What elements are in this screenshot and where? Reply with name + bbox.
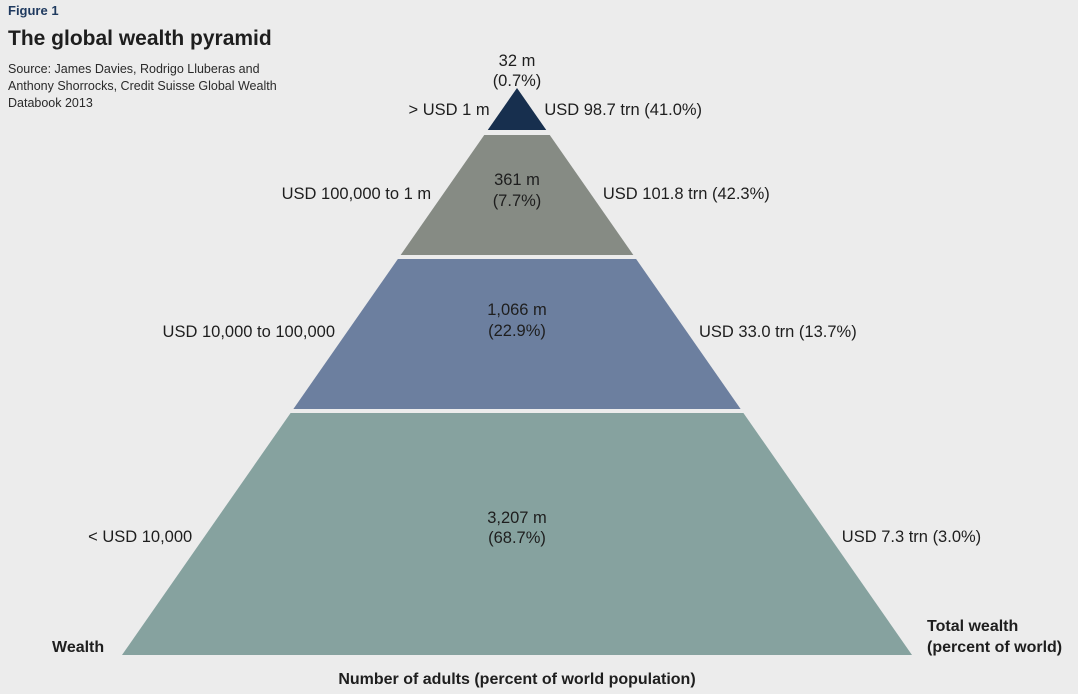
adults-percent: (22.9%) — [488, 322, 546, 340]
chart-title: The global wealth pyramid — [8, 27, 272, 50]
wealth-axis-label: Wealth — [52, 639, 104, 656]
total-wealth-value: USD 33.0 trn (13.7%) — [699, 323, 857, 341]
figure-label: Figure 1 — [8, 3, 59, 18]
pyramid-tier-2 — [400, 135, 634, 255]
wealth-band-label: < USD 10,000 — [88, 528, 192, 546]
adults-count: 1,066 m — [487, 301, 547, 319]
wealth-band-label: USD 10,000 to 100,000 — [163, 323, 335, 341]
pyramid-tier-4 — [122, 413, 912, 655]
total-wealth-label-line1: Total wealth — [927, 618, 1018, 635]
adults-percent: (0.7%) — [493, 72, 542, 90]
wealth-band-label: USD 100,000 to 1 m — [282, 185, 432, 203]
pyramid-tier-3 — [293, 259, 741, 409]
adults-count: 361 m — [494, 171, 540, 189]
adults-count: 3,207 m — [487, 509, 547, 527]
total-wealth-value: USD 101.8 trn (42.3%) — [603, 185, 770, 203]
source-note: Source: James Davies, Rodrigo Lluberas a… — [8, 62, 277, 110]
total-wealth-label-line2: (percent of world) — [927, 639, 1062, 656]
total-wealth-value: USD 7.3 trn (3.0%) — [842, 528, 981, 546]
adults-axis-label: Number of adults (percent of world popul… — [338, 671, 695, 688]
pyramid-tier-1 — [487, 88, 547, 130]
total-wealth-value: USD 98.7 trn (41.0%) — [544, 101, 702, 119]
adults-percent: (7.7%) — [493, 192, 542, 210]
adults-percent: (68.7%) — [488, 529, 546, 547]
adults-count: 32 m — [499, 52, 536, 70]
wealth-band-label: > USD 1 m — [409, 101, 490, 119]
